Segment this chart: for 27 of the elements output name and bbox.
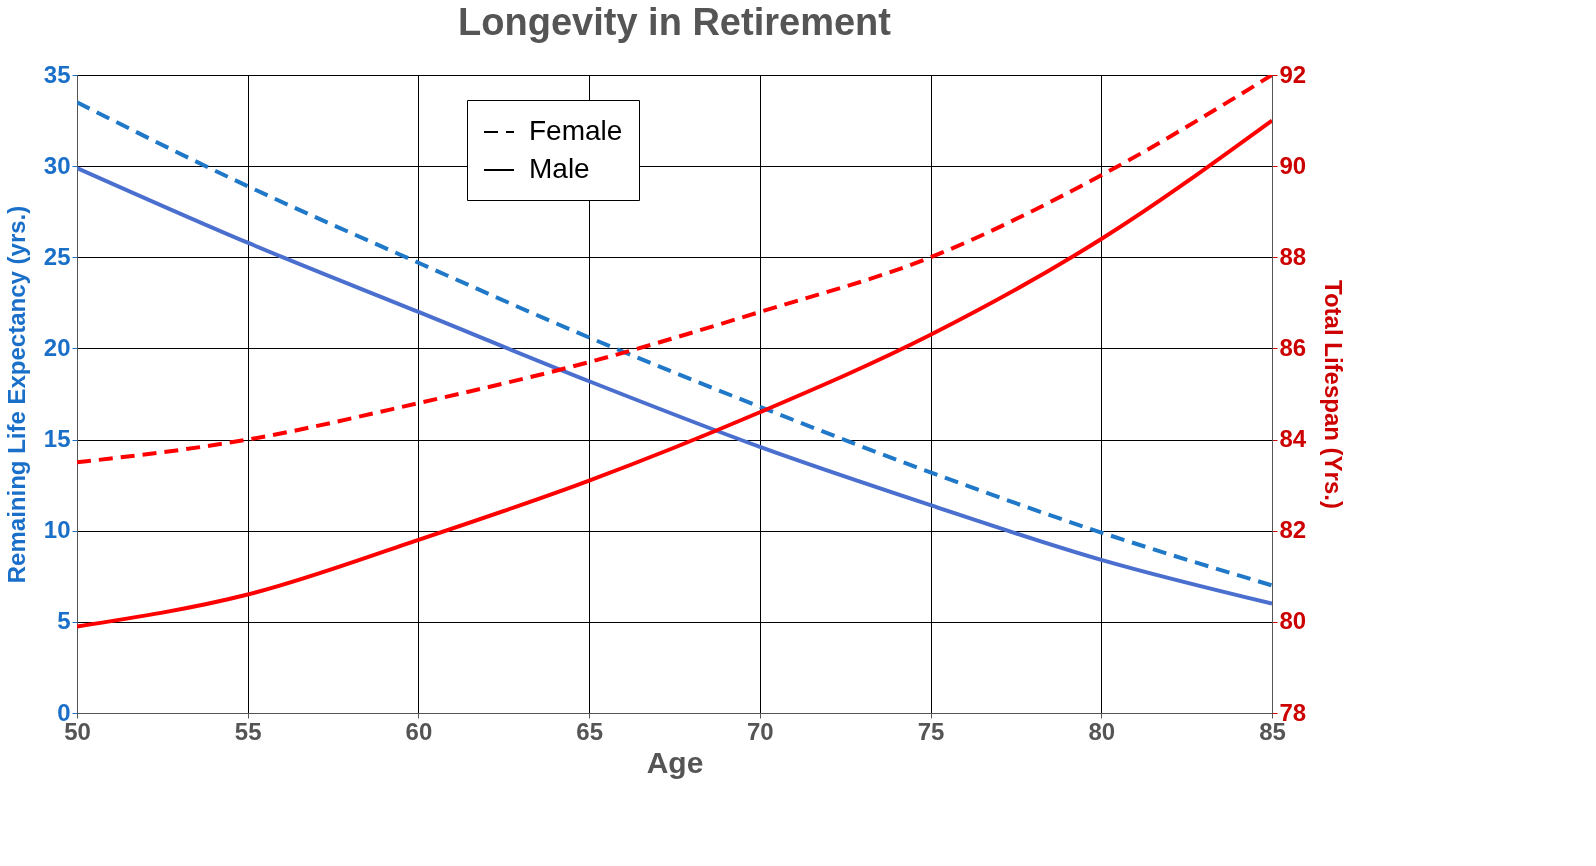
line-series	[77, 75, 1272, 465]
y2-tick-label: 80	[1279, 607, 1307, 635]
y-tick-label: 15	[43, 425, 71, 453]
y2-tick-label: 86	[1279, 333, 1307, 361]
y2-tick-label: 90	[1279, 151, 1307, 179]
annotation: Male	[529, 153, 590, 184]
x-tick-label: 60	[405, 717, 433, 745]
y-tick-label: 10	[43, 516, 71, 544]
y-axis-title: Remaining Life Expectancy (yrs.)	[2, 205, 30, 584]
x-tick-label: 55	[234, 717, 262, 745]
y-tick-label: 5	[57, 607, 71, 635]
x-tick-label: 75	[917, 717, 945, 745]
x-tick-label: 80	[1088, 717, 1116, 745]
y2-tick-label: 82	[1279, 516, 1307, 544]
x-tick-label: 70	[747, 717, 774, 745]
y2-axis-title: Total Lifespan (Yrs.)	[1320, 280, 1348, 509]
annotation: Female	[529, 115, 623, 146]
x-axis-title: Age	[646, 745, 704, 779]
y2-tick-label: 92	[1279, 60, 1307, 88]
x-tick-label: 65	[576, 717, 603, 745]
y2-tick-label: 84	[1279, 425, 1307, 453]
y2-tick-label: 88	[1279, 242, 1307, 270]
y-tick-label: 25	[43, 242, 71, 270]
y-tick-label: 35	[43, 60, 71, 88]
chart-title: Longevity in Retirement	[458, 1, 892, 43]
y-tick-label: 20	[43, 333, 71, 361]
y-tick-label: 30	[43, 151, 71, 179]
